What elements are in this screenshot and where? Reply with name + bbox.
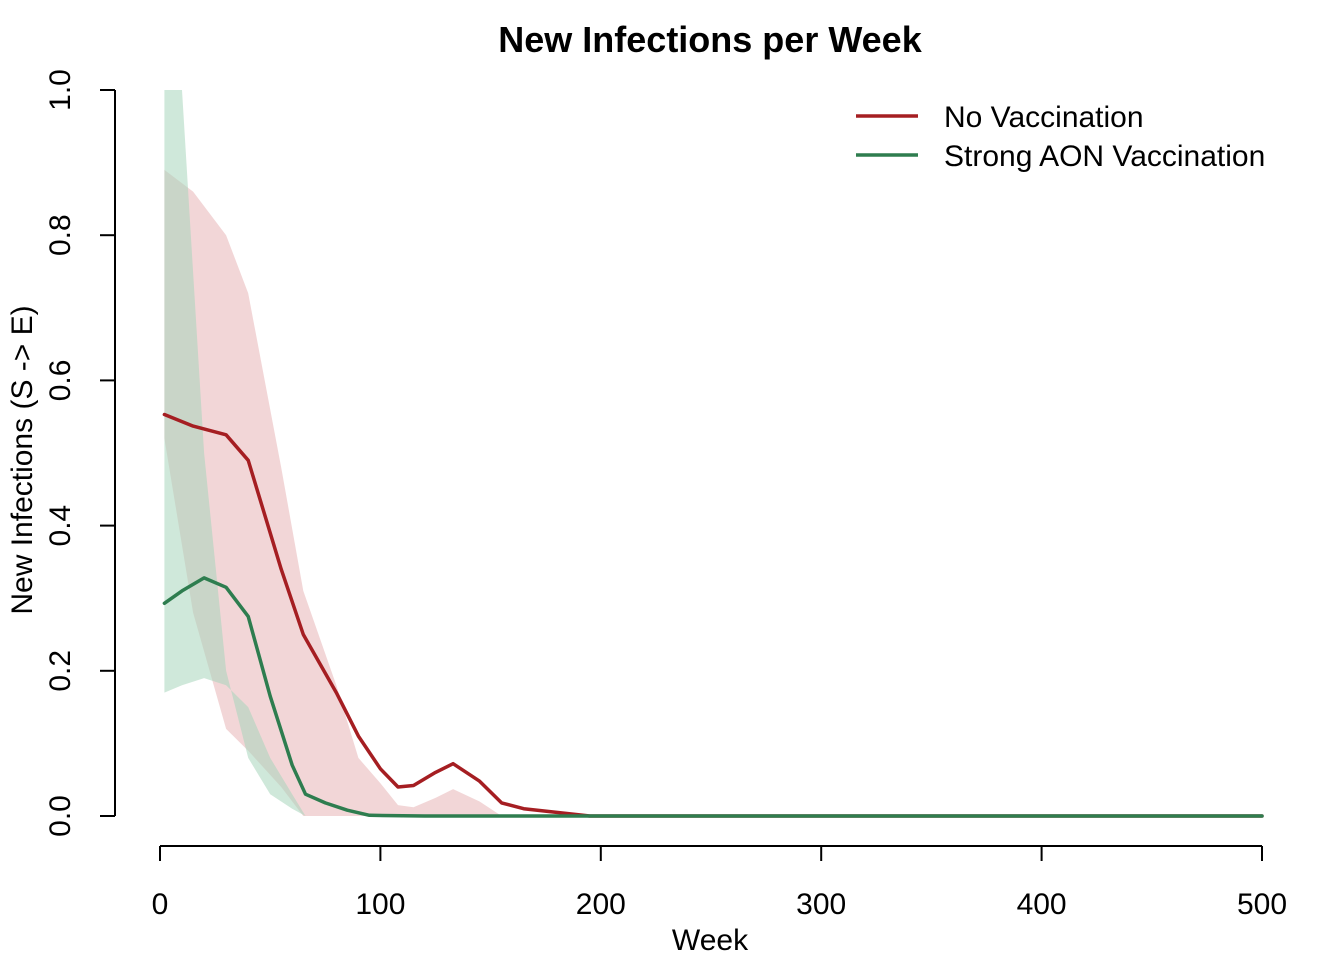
legend-label-no-vaccination: No Vaccination <box>944 101 1144 134</box>
x-axis-label: Week <box>672 924 749 957</box>
y-tick-label: 0.4 <box>44 505 77 547</box>
y-tick-label: 1.0 <box>44 69 77 111</box>
band-no-vaccination <box>164 169 1262 816</box>
legend: No Vaccination Strong AON Vaccination <box>856 101 1265 173</box>
x-tick-label: 400 <box>1017 888 1067 921</box>
x-axis: 0 100 200 300 400 500 <box>152 845 1287 921</box>
y-axis-label: New Infections (S -> E) <box>6 305 39 614</box>
line-no-vaccination <box>162 412 1264 818</box>
x-tick-label: 100 <box>355 888 405 921</box>
line-strong-aon-vaccination <box>162 576 1264 818</box>
x-tick-label: 0 <box>152 888 169 921</box>
y-tick-label: 0.2 <box>44 650 77 692</box>
confidence-bands <box>164 90 1262 816</box>
x-tick-label: 200 <box>576 888 626 921</box>
x-tick-label: 500 <box>1237 888 1287 921</box>
y-tick-label: 0.0 <box>44 795 77 837</box>
y-axis: 0.0 0.2 0.4 0.6 0.8 1.0 <box>44 69 116 837</box>
y-tick-label: 0.6 <box>44 360 77 402</box>
x-tick-label: 300 <box>796 888 846 921</box>
series-lines <box>162 412 1264 818</box>
chart-title: New Infections per Week <box>498 19 922 60</box>
legend-label-strong-aon-vaccination: Strong AON Vaccination <box>944 140 1265 173</box>
y-tick-label: 0.8 <box>44 214 77 256</box>
